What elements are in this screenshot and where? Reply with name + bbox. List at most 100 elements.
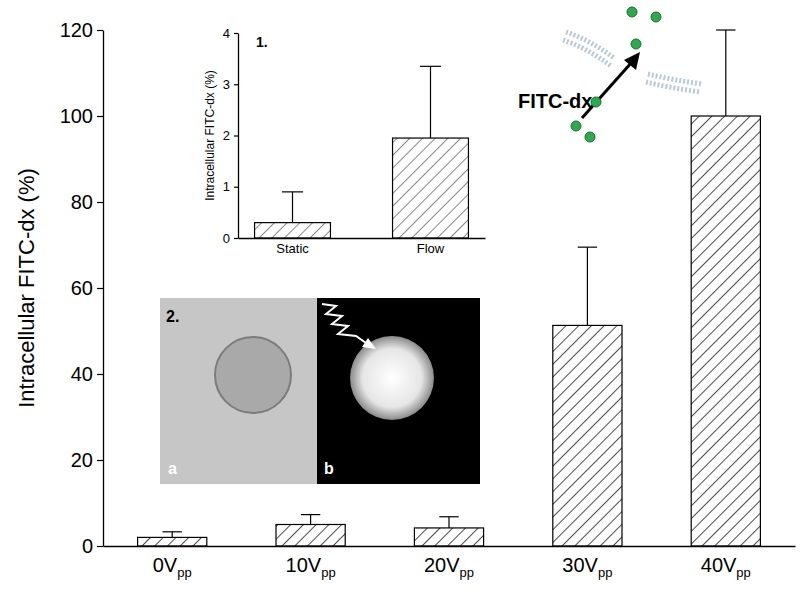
x-tick: 20Vpp [424, 546, 474, 580]
error-bar-stem [430, 66, 431, 138]
error-bar [716, 30, 735, 116]
fitc-dx-molecule [631, 39, 641, 49]
y-tick: 60 [71, 277, 103, 299]
annotation: a [168, 460, 177, 477]
x-axis: Static Flow [239, 238, 486, 256]
error-bar-cap [578, 247, 597, 248]
tick-label: 20Vpp [424, 554, 474, 580]
error-bar [420, 66, 441, 138]
error-bar [163, 532, 182, 538]
tick-label: 0Vpp [153, 554, 192, 580]
membrane [646, 82, 700, 92]
fitc-dx-molecule [571, 121, 581, 131]
error-bar-cap [439, 516, 458, 517]
chart-1: 0 1 2 3 4 Static Flow Intracellular FITC-dx (%)… [190, 14, 490, 264]
error-bar-cap [420, 66, 441, 67]
tick-mark [234, 187, 238, 188]
tick-mark [97, 116, 103, 117]
error-bar [439, 517, 458, 528]
annotation: FITC-dx [518, 90, 592, 112]
y-tick: 100 [60, 105, 103, 127]
tick-label: 20 [71, 449, 93, 471]
brightfield-image [160, 298, 317, 484]
error-bar [282, 192, 303, 223]
tick-mark [97, 30, 103, 31]
tick-label: 2 [223, 128, 230, 143]
membrane [563, 40, 611, 66]
y-tick: 3 [223, 77, 238, 92]
annotation: 2. [166, 308, 179, 325]
microscopy-inset [160, 298, 480, 484]
tick-label: 30Vpp [562, 554, 612, 580]
tick-mark [234, 33, 238, 34]
error-bar-stem [292, 192, 293, 223]
bar [393, 138, 469, 238]
error-bar-cap [163, 531, 182, 532]
x-tick: 30Vpp [562, 546, 612, 580]
x-tick: 0Vpp [153, 546, 192, 580]
tick-label: 60 [71, 277, 93, 299]
tick-label: 4 [223, 26, 230, 41]
y-tick: 1 [223, 179, 238, 194]
y-tick: 4 [223, 26, 238, 41]
tick-mark [234, 238, 238, 239]
tick-label: 100 [60, 105, 93, 127]
error-bar [578, 247, 597, 325]
tick-label: 0 [82, 535, 93, 557]
y-axis-title: Intracellular FITC-dx (%) [203, 70, 217, 201]
error-bar-cap [716, 29, 735, 30]
fitc-dx-molecule [627, 7, 637, 17]
tick-mark [234, 84, 238, 85]
tick-mark [97, 546, 103, 547]
axis-line [239, 238, 486, 239]
tick-mark [97, 374, 103, 375]
error-bar-stem [172, 532, 173, 538]
bar [255, 223, 331, 238]
fitc-dx-molecule [651, 12, 661, 22]
bar [276, 525, 345, 547]
panel-label: 1. [256, 34, 268, 50]
chart-root: 0204060801001200Vpp10Vpp20Vpp30Vpp40VppI… [0, 0, 804, 597]
x-tick: Flow [417, 238, 445, 256]
plot-area [255, 66, 469, 238]
y-tick: 0 [223, 231, 238, 246]
y-tick: 120 [60, 19, 103, 41]
tick-label: Static [276, 241, 309, 256]
tick-label: 10Vpp [286, 554, 336, 580]
y-axis: 0 1 2 3 4 [223, 26, 239, 246]
y-tick: 80 [71, 191, 103, 213]
fluorescence-image [317, 298, 480, 484]
tick-mark [97, 202, 103, 203]
tick-label: Flow [417, 241, 445, 256]
error-bar-stem [310, 515, 311, 525]
error-bar-stem [587, 247, 588, 325]
error-bar-stem [725, 30, 726, 116]
y-axis-title: Intracellular FITC-dx (%) [14, 168, 39, 408]
cell-fluorescence [350, 336, 434, 420]
fitc-dx-molecule [585, 132, 595, 142]
y-tick: 0 [82, 535, 103, 557]
error-bar-cap [282, 191, 303, 192]
bar [414, 528, 483, 546]
error-bar [301, 515, 320, 525]
wavy-arrow [322, 304, 366, 343]
y-tick: 20 [71, 449, 103, 471]
inset-background [190, 14, 490, 264]
tick-label: 40Vpp [701, 554, 751, 580]
tick-label: 80 [71, 191, 93, 213]
tick-label: 120 [60, 19, 93, 41]
tick-label: 3 [223, 77, 230, 92]
axis-line [103, 31, 104, 547]
cell-brightfield [215, 337, 291, 413]
tick-label: 1 [223, 179, 230, 194]
tick-mark [234, 135, 238, 136]
x-axis: 0Vpp 10Vpp 20Vpp 30Vpp 40Vpp [104, 546, 796, 580]
x-tick: 10Vpp [286, 546, 336, 580]
arrow-head [624, 52, 640, 70]
tick-mark [97, 288, 103, 289]
error-bar-cap [301, 514, 320, 515]
bar [553, 325, 622, 546]
y-tick: 2 [223, 128, 238, 143]
y-tick: 40 [71, 363, 103, 385]
tick-label: 0 [223, 231, 230, 246]
